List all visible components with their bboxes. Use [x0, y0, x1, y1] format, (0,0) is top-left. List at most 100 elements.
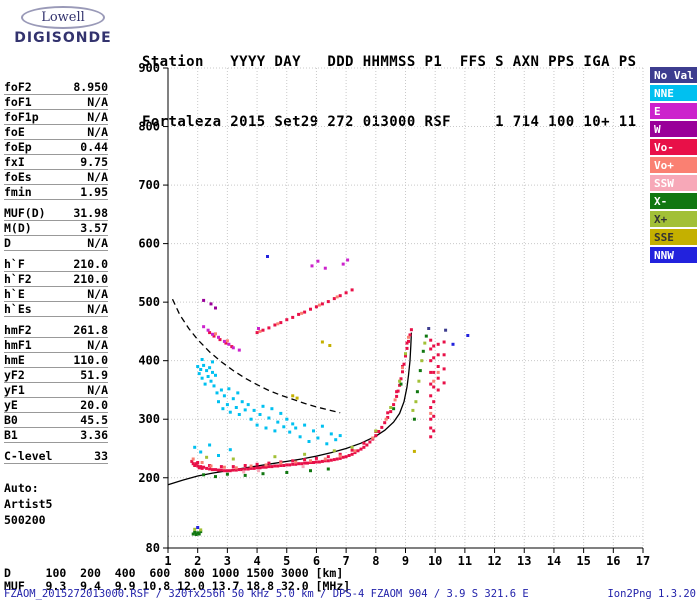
parameter-label: B1 — [4, 428, 18, 442]
echo-point-vertical-o-mode — [395, 394, 399, 398]
echo-point-vertical-o-mode-plus — [214, 332, 217, 336]
echo-point-oblique-ssw — [301, 465, 305, 469]
echo-point-vertical-o-mode — [208, 467, 212, 471]
x-tick-label: 6 — [313, 554, 320, 568]
echo-point-oblique-e — [341, 262, 345, 266]
echo-point-vertical-o-mode — [429, 370, 433, 374]
echo-point-oblique-nnw — [266, 255, 269, 258]
echo-point-vertical-o-mode — [368, 440, 372, 444]
echo-point-oblique-nne — [334, 438, 338, 442]
echo-point-vertical-o-mode — [326, 300, 330, 304]
echo-point-vertical-o-mode — [258, 466, 262, 470]
parameter-row-hme: hmE 110.0 — [4, 353, 108, 368]
parameter-label: foEs — [4, 170, 32, 184]
echo-point-vertical-o-mode-plus — [353, 449, 357, 453]
echo-point-oblique-nne — [209, 379, 213, 383]
echo-point-vertical-o-mode — [429, 435, 433, 439]
echo-point-vertical-o-mode — [429, 382, 433, 386]
echo-point-oblique-sse — [295, 396, 299, 400]
echo-point-vertical-o-mode — [399, 377, 403, 381]
echo-point-oblique-nne — [205, 369, 209, 373]
echo-point-vertical-o-mode-plus — [338, 454, 342, 458]
echo-point-no-val — [427, 327, 431, 330]
parameter-row-foes: foEs N/A — [4, 170, 108, 185]
echo-point-vertical-o-mode-plus — [371, 436, 375, 440]
echo-point-oblique-nne — [206, 375, 210, 378]
muf-distance-table: D 100 200 400 600 800 1000 1500 3000 [km… — [4, 566, 351, 593]
echo-point-vertical-o-mode — [409, 328, 413, 332]
echo-point-vertical-o-mode — [359, 447, 363, 451]
echo-point-vertical-o-mode — [429, 394, 433, 398]
echo-point-vertical-o-mode — [335, 457, 339, 461]
echo-point-vertical-o-mode — [303, 458, 307, 462]
echo-point-oblique-nne — [217, 400, 220, 404]
digisonde-logo-text: DIGISONDE — [14, 30, 112, 46]
echo-point-oblique-w — [202, 298, 206, 302]
echo-point-oblique-e — [316, 259, 320, 263]
parameter-row-yf2: yF2 51.9 — [4, 368, 108, 383]
echo-point-x-mode-plus — [205, 455, 209, 459]
echo-point-oblique-e — [227, 342, 231, 346]
x-tick-label: 7 — [343, 554, 350, 568]
parameter-value: N/A — [87, 110, 108, 124]
echo-point-vertical-o-mode — [222, 469, 226, 473]
echo-point-vertical-o-mode — [377, 430, 381, 433]
echo-point-vertical-o-mode — [347, 454, 351, 457]
echo-point-oblique-nne — [279, 411, 283, 415]
echo-point-vertical-o-mode — [432, 356, 436, 360]
parameter-row-fof1p: foF1p N/A — [4, 110, 108, 125]
echo-point-vertical-o-mode — [196, 461, 200, 464]
echo-point-vertical-o-mode — [249, 466, 253, 470]
x-tick-label: 12 — [487, 554, 501, 568]
echo-point-vertical-o-mode — [219, 465, 223, 469]
echo-point-oblique-nne — [227, 387, 231, 391]
echo-point-oblique-nne — [203, 382, 207, 386]
echo-point-oblique-nne — [211, 370, 214, 374]
echo-point-x-mode-plus — [411, 408, 415, 412]
parameter-section: hmF2 261.8 hmF1 N/A hmE 110.0 yF2 51.9 yF1 N/A yE 2… — [4, 323, 108, 443]
parameter-label: foE — [4, 125, 25, 139]
parameter-row-h-f: h`F 210.0 — [4, 257, 108, 272]
x-tick-label: 14 — [547, 554, 561, 568]
echo-point-oblique-nne — [298, 435, 302, 439]
echo-point-x-mode-plus — [303, 452, 307, 456]
parameter-row-foe: foE N/A — [4, 125, 108, 140]
echo-point-vertical-o-mode — [338, 294, 342, 298]
echo-point-vertical-o-mode — [386, 411, 390, 415]
parameter-label: D — [4, 236, 11, 250]
echo-point-oblique-nne — [221, 407, 225, 411]
legend-item-x: X- — [650, 193, 697, 209]
echo-point-vertical-o-mode — [436, 376, 440, 380]
echo-point-oblique-w — [214, 306, 217, 310]
echo-point-vertical-o-mode-plus — [276, 322, 280, 326]
echo-point-oblique-nne — [291, 422, 295, 426]
parameter-value: N/A — [87, 287, 108, 301]
echo-point-vertical-o-mode-plus — [200, 461, 204, 464]
parameter-value: 0.44 — [80, 140, 108, 154]
y-tick-label: 800 — [138, 120, 160, 134]
echo-point-vertical-o-mode — [255, 331, 259, 335]
echo-point-oblique-nne — [307, 440, 311, 443]
echo-point-vertical-o-mode — [285, 318, 289, 322]
echo-point-x-mode-plus — [417, 379, 421, 383]
echo-point-vertical-o-mode — [432, 414, 436, 418]
echo-point-vertical-o-mode — [429, 338, 433, 342]
echo-point-vertical-o-mode — [326, 459, 330, 463]
echo-point-x-mode-minus — [202, 473, 206, 477]
echo-point-oblique-nne — [255, 423, 259, 427]
echo-point-vertical-o-mode — [270, 465, 274, 469]
parameter-row-b0: B0 45.5 — [4, 413, 108, 428]
echo-point-x-mode-plus — [350, 445, 354, 449]
y-tick-label: 80 — [146, 541, 160, 555]
echo-point-oblique-e — [217, 335, 220, 339]
echo-point-vertical-o-mode — [190, 459, 194, 463]
echo-point-oblique-nne — [237, 413, 241, 416]
echo-point-x-mode-minus — [193, 530, 197, 534]
parameter-value: 210.0 — [73, 257, 108, 271]
echo-point-vertical-o-mode — [329, 458, 333, 462]
y-tick-label: 300 — [138, 412, 160, 426]
echo-point-vertical-o-mode — [217, 468, 220, 472]
profile-curve — [167, 332, 413, 486]
echo-point-x-mode-minus — [412, 417, 416, 421]
